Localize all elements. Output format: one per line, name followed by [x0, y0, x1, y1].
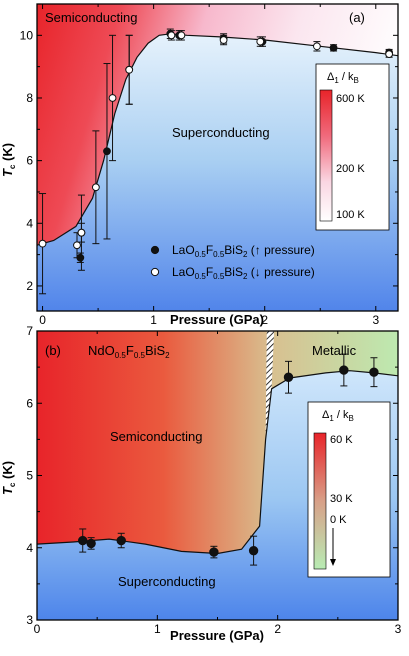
phase-boundary-line [37, 33, 398, 246]
colorbar-label: 100 K [336, 209, 365, 221]
y-axis-label-b: Tc (K) [0, 461, 17, 495]
data-point-open [167, 31, 176, 40]
y-tick-label: 6 [26, 396, 33, 410]
colorbar-label: 0 K [330, 514, 347, 526]
data-point-open [108, 94, 117, 102]
region-label-semiconducting: Semiconducting [110, 429, 203, 444]
panel-b: 0 1 2 3 3 4 5 6 7 (b) NdO0.5F0.5BiS2 Semiconduct… [0, 324, 402, 643]
data-point-open [256, 37, 265, 46]
data-point-open [73, 241, 81, 250]
data-point-filled [103, 147, 111, 156]
data-point-filled [209, 547, 219, 557]
x-tick-label: 0 [34, 622, 41, 636]
data-point-open [177, 31, 186, 40]
data-point-open [219, 36, 228, 44]
y-tick-label: 10 [20, 28, 34, 42]
data-point-filled [369, 367, 379, 377]
x-tick-label: 2 [261, 313, 268, 327]
region-label-superconducting: Superconducting [118, 574, 216, 589]
x-tick-label: 2 [274, 622, 281, 636]
legend-entry-down: LaO0.5F0.5BiS2 (↓ pressure) [172, 265, 315, 281]
colorbar-label: 30 K [330, 493, 353, 505]
panel-a: 0 1 2 3 2 4 6 8 10 Semiconducting Superconductin… [0, 3, 399, 327]
data-point-filled [329, 43, 338, 52]
y-tick-label: 4 [26, 541, 33, 555]
x-tick-label: 3 [395, 622, 402, 636]
region-label-semiconducting: Semiconducting [45, 10, 138, 25]
colorbar-label: 200 K [336, 163, 365, 175]
legend-a: LaO0.5F0.5BiS2 (↑ pressure) LaO0.5F0.5Bi… [150, 243, 315, 281]
x-axis-label-a: Pressure (GPa) [170, 312, 264, 327]
panel-label-a: (a) [349, 10, 365, 25]
panel-label-b: (b) [45, 343, 61, 358]
x-tick-label: 1 [154, 622, 161, 636]
region-label-superconducting: Superconducting [172, 125, 270, 140]
x-tick-label: 3 [372, 313, 379, 327]
compound-label-b: NdO0.5F0.5BiS2 [88, 343, 170, 360]
region-label-metallic: Metallic [312, 343, 357, 358]
data-point-filled [86, 538, 96, 549]
legend-marker-open [150, 267, 160, 277]
x-axis-label-b: Pressure (GPa) [170, 628, 264, 643]
x-tick-label: 0 [39, 313, 46, 327]
colorbar-gradient [313, 432, 327, 570]
data-point-open [313, 42, 321, 51]
legend-entry-up: LaO0.5F0.5BiS2 (↑ pressure) [172, 243, 315, 259]
y-tick-label: 3 [26, 613, 33, 627]
y-tick-label: 8 [26, 91, 33, 105]
y-tick-label: 5 [26, 469, 33, 483]
hatched-transition-region [265, 331, 275, 440]
x-tick-label: 1 [150, 313, 157, 327]
colorbar-a: Δ1 / kB 600 K 200 K 100 K [315, 63, 390, 231]
colorbar-gradient [319, 89, 333, 222]
data-point-filled [283, 372, 294, 382]
colorbar-title: Δ1 / kB [327, 71, 359, 85]
colorbar-b: Δ1 / kB 60 K 30 K 0 K [307, 401, 391, 578]
colorbar-label: 600 K [336, 93, 365, 105]
colorbar-label: 60 K [330, 434, 353, 446]
y-axis-label-a: Tc (K) [0, 143, 17, 177]
data-point-filled [116, 535, 126, 546]
y-tick-label: 4 [26, 216, 33, 230]
data-point-filled [78, 535, 88, 546]
data-point-open [77, 228, 86, 237]
y-tick-label: 6 [26, 154, 33, 168]
data-point-filled [248, 545, 259, 556]
y-tick-label: 7 [26, 324, 33, 338]
superconducting-region-fill [37, 33, 398, 311]
y-tick-label: 2 [26, 279, 33, 293]
data-point-filled [339, 365, 349, 375]
data-point-open [385, 50, 394, 59]
data-point-open [38, 239, 47, 248]
colorbar-title: Δ1 / kB [322, 409, 354, 423]
data-point-open [91, 183, 100, 192]
legend-marker-filled [150, 245, 160, 255]
data-point-open [125, 65, 134, 74]
plot-frame [36, 3, 399, 312]
arrow-down-icon [330, 559, 336, 566]
